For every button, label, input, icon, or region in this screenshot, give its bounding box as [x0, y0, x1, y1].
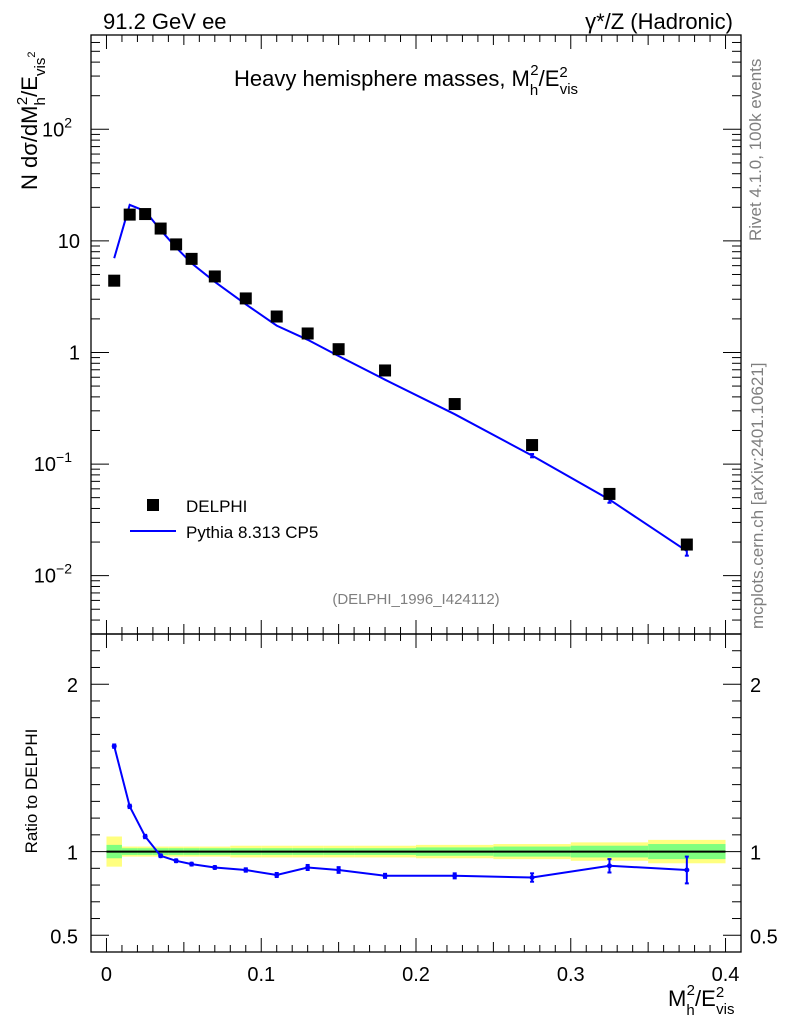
delphi-point	[108, 274, 121, 287]
chart-title: Heavy hemisphere masses, Mh2/E2 vis	[234, 62, 578, 99]
ratio-point	[212, 864, 218, 870]
delphi-point	[603, 487, 616, 500]
ratio-point	[111, 743, 117, 749]
legend-marker-delphi	[147, 499, 159, 511]
ratio-line	[113, 745, 687, 879]
ratio-uncertainty-bands	[106, 836, 726, 867]
axis-ticks	[91, 34, 741, 953]
ratio-y-tick-label: 1	[67, 843, 78, 865]
analysis-id: (DELPHI_1996_I424112)	[332, 591, 499, 608]
ratio-y-tick-label-right: 0.5	[750, 926, 778, 948]
ratio-point	[336, 867, 342, 873]
ratio-point	[684, 867, 690, 873]
delphi-point	[332, 343, 345, 356]
delphi-point	[154, 222, 167, 235]
delphi-point	[301, 327, 314, 340]
main-frame	[90, 34, 742, 635]
ratio-point	[127, 803, 133, 809]
header-right: γ*/Z (Hadronic)	[585, 9, 733, 34]
y-tick-label: 10	[58, 231, 80, 253]
delphi-point	[208, 270, 221, 283]
x-tick-label: 0.2	[402, 964, 430, 986]
ratio-point	[158, 853, 164, 859]
rivet-label: Rivet 4.1.0, 100k events	[746, 59, 765, 241]
x-axis-label: Mh2/E2 vis	[668, 982, 735, 1019]
y-tick-label: 1	[69, 342, 80, 364]
delphi-point	[680, 538, 693, 551]
ratio-y-tick-label: 0.5	[50, 926, 78, 948]
legend: DELPHI Pythia 8.313 CP5	[130, 497, 318, 542]
x-tick-label: 0.1	[247, 964, 275, 986]
ratio-point	[452, 873, 458, 879]
ratio-y-tick-label: 2	[67, 675, 78, 697]
delphi-point	[526, 439, 539, 452]
delphi-point	[123, 208, 136, 221]
delphi-point	[139, 208, 152, 221]
ratio-y-tick-label-right: 1	[750, 843, 761, 865]
mcplots-label: mcplots.cern.ch [arXiv:2401.10621]	[748, 363, 767, 629]
y-tick-label: 10−2	[34, 561, 72, 588]
delphi-point	[270, 310, 283, 323]
ratio-point	[243, 867, 249, 873]
legend-label-pythia: Pythia 8.313 CP5	[186, 523, 318, 542]
ratio-y-axis-label: Ratio to DELPHI	[22, 729, 41, 854]
ratio-point	[382, 873, 388, 879]
legend-label-delphi: DELPHI	[186, 497, 247, 516]
ratio-y-tick-label-right: 2	[750, 675, 761, 697]
pythia-line	[113, 203, 688, 552]
ratio-point	[305, 864, 311, 870]
ratio-point	[529, 875, 535, 881]
y-tick-label: 102	[42, 114, 72, 141]
ratio-point	[189, 861, 195, 867]
ratio-point	[142, 834, 148, 840]
x-tick-label: 0	[101, 964, 112, 986]
plot-frames	[90, 34, 742, 953]
delphi-point	[185, 252, 198, 265]
ratio-point	[606, 863, 612, 869]
ratio-point	[274, 872, 280, 878]
delphi-point	[448, 398, 461, 411]
ratio-point	[173, 858, 179, 864]
data-marks	[108, 203, 693, 885]
delphi-point	[239, 292, 252, 305]
delphi-point	[379, 364, 392, 377]
svg-text:Heavy hemisphere masses, Mh2/E: Heavy hemisphere masses, Mh2/E2 vis	[234, 62, 578, 99]
x-tick-label: 0.4	[712, 964, 740, 986]
y-tick-label: 10−1	[34, 449, 72, 476]
x-tick-label: 0.3	[557, 964, 585, 986]
ratio-frame	[90, 633, 742, 953]
header-left: 91.2 GeV ee	[103, 9, 227, 34]
delphi-point	[170, 238, 183, 251]
